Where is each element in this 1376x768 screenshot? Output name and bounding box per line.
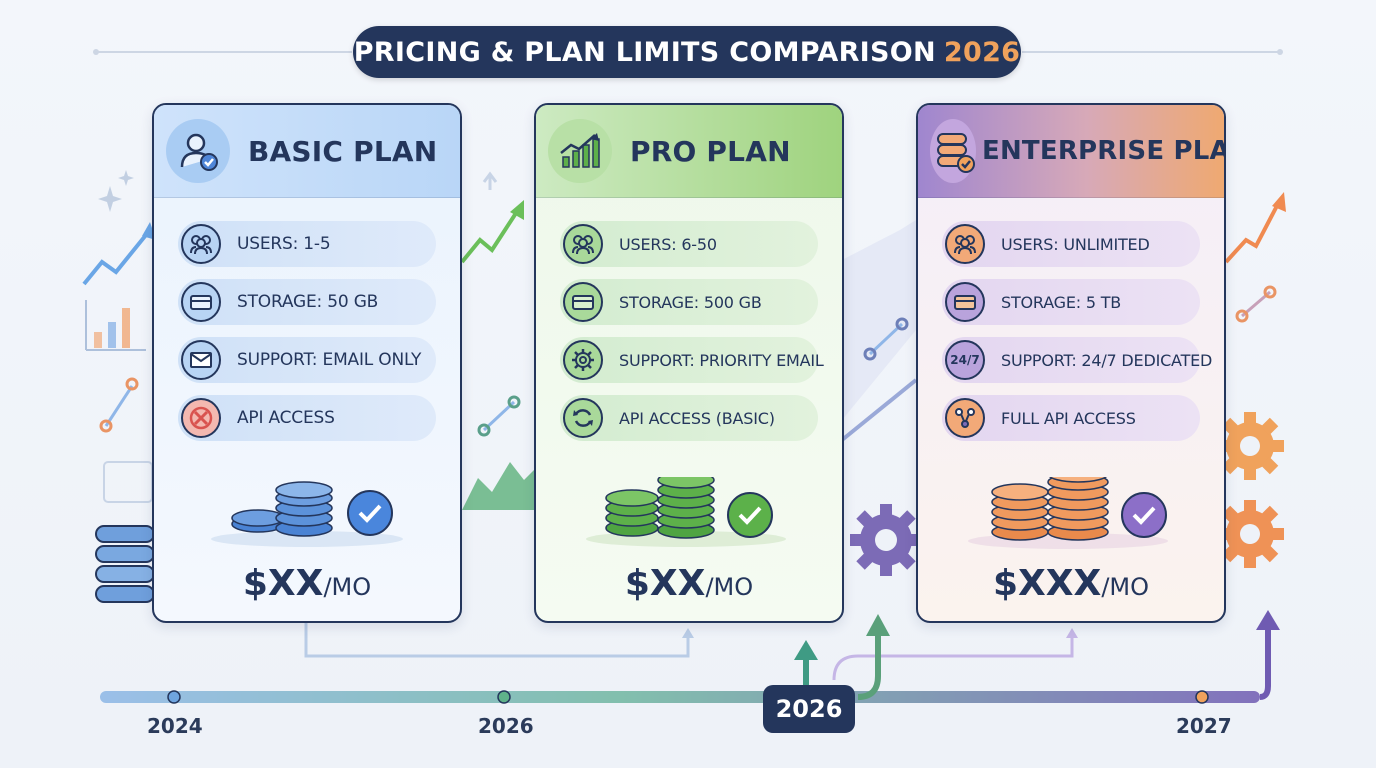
- right-node-line-icon-2: [1235, 285, 1277, 323]
- feature-list: USERS: UNLIMITED STORAGE: 5 TB 24/7 SUPP…: [942, 221, 1212, 453]
- feature-storage: STORAGE: 500 GB: [560, 279, 818, 325]
- right-node-line-icon: [863, 317, 909, 361]
- page-title: PRICING & PLAN LIMITS COMPARISON 2026: [353, 26, 1021, 78]
- left-bar-chart-icon: [85, 300, 146, 351]
- users-icon: [945, 224, 985, 264]
- price-period: /MO: [1101, 573, 1149, 601]
- plan-header: ENTERPRISE PLAN: [918, 105, 1224, 198]
- price-period: /MO: [323, 573, 372, 601]
- plan-name: PRO PLAN: [630, 134, 791, 168]
- right-trend-arrow-icon: [1224, 192, 1286, 264]
- feature-users: USERS: 1-5: [178, 221, 436, 267]
- users-icon: [563, 224, 603, 264]
- feature-api: API ACCESS (BASIC): [560, 395, 818, 441]
- timeline-label-2024: 2024: [147, 714, 203, 738]
- feature-users: USERS: UNLIMITED: [942, 221, 1200, 267]
- x-circle-icon: [181, 398, 221, 438]
- timeline-label-2027: 2027: [1176, 714, 1232, 738]
- refresh-icon: [563, 398, 603, 438]
- database-check-icon: [930, 119, 976, 183]
- gear-icon: [563, 340, 603, 380]
- basic-plan-card[interactable]: BASIC PLAN USERS: 1-5 STORAGE: 50 GB SUP…: [152, 103, 462, 623]
- feature-text: FULL API ACCESS: [1001, 408, 1136, 428]
- feature-api: API ACCESS: [178, 395, 436, 441]
- price: $XX/MO: [536, 563, 842, 604]
- title-year: 2026: [943, 36, 1021, 68]
- feature-storage: STORAGE: 50 GB: [178, 279, 436, 325]
- storage-icon: [563, 282, 603, 322]
- plan-header: PRO PLAN: [536, 105, 842, 198]
- timeline-label-2026: 2026: [478, 714, 534, 738]
- timeline-highlight-badge: 2026: [763, 685, 855, 733]
- growth-chart-icon: [548, 119, 612, 183]
- user-check-icon: [166, 119, 230, 183]
- title-text: PRICING & PLAN LIMITS COMPARISON: [353, 36, 936, 68]
- price-amount: $XX: [624, 563, 706, 604]
- clock-24-7-icon: 24/7: [945, 340, 985, 380]
- mail-icon: [181, 340, 221, 380]
- gear-purple-icon: [850, 504, 922, 576]
- feature-list: USERS: 6-50 STORAGE: 500 GB SUPPORT: PRI…: [560, 221, 824, 453]
- feature-text: SUPPORT: PRIORITY EMAIL: [619, 350, 824, 370]
- price: $XX/MO: [154, 563, 460, 604]
- users-icon: [181, 224, 221, 264]
- feature-text: USERS: 1-5: [237, 234, 331, 254]
- feature-text: STORAGE: 5 TB: [1001, 292, 1122, 312]
- price-amount: $XX: [242, 563, 324, 604]
- growth-arrow-icon: [460, 200, 524, 264]
- enterprise-plan-card[interactable]: ENTERPRISE PLAN USERS: UNLIMITED STORAGE…: [916, 103, 1226, 623]
- gear-orange-icon: [1216, 412, 1284, 480]
- price-period: /MO: [705, 573, 754, 601]
- network-icon: [945, 398, 985, 438]
- price-amount: $XXX: [992, 563, 1102, 604]
- icon-label-24-7: 24/7: [950, 353, 980, 367]
- feature-text: STORAGE: 500 GB: [619, 292, 762, 312]
- coin-stack-icon: [586, 477, 786, 547]
- price: $XXX/MO: [918, 563, 1224, 604]
- feature-list: USERS: 1-5 STORAGE: 50 GB SUPPORT: EMAIL…: [178, 221, 436, 453]
- feature-text: USERS: UNLIMITED: [1001, 234, 1150, 254]
- plan-name: ENTERPRISE PLAN: [982, 136, 1226, 166]
- feature-text: API ACCESS (BASIC): [619, 408, 775, 428]
- left-sparkle-icon: [98, 170, 134, 212]
- feature-text: API ACCESS: [237, 408, 335, 428]
- feature-support: SUPPORT: PRIORITY EMAIL: [560, 337, 824, 383]
- left-trend-arrow-icon: [82, 222, 156, 286]
- feature-text: SUPPORT: 24/7 DEDICATED: [1001, 350, 1213, 370]
- coin-stack-icon: [211, 481, 403, 547]
- gear-orange-icon-2: [1216, 500, 1284, 568]
- left-node-line-icon: [99, 377, 139, 433]
- feature-storage: STORAGE: 5 TB: [942, 279, 1200, 325]
- feature-text: SUPPORT: EMAIL ONLY: [237, 350, 422, 370]
- feature-users: USERS: 6-50: [560, 221, 818, 267]
- feature-support: 24/7 SUPPORT: 24/7 DEDICATED: [942, 337, 1212, 383]
- storage-icon: [945, 282, 985, 322]
- feature-api: FULL API ACCESS: [942, 395, 1200, 441]
- pro-plan-card[interactable]: PRO PLAN USERS: 6-50 STORAGE: 500 GB SUP…: [534, 103, 844, 623]
- feature-text: USERS: 6-50: [619, 234, 717, 254]
- mid-node-line-icon: [477, 395, 521, 437]
- feature-text: STORAGE: 50 GB: [237, 292, 379, 312]
- storage-icon: [181, 282, 221, 322]
- plan-header: BASIC PLAN: [154, 105, 460, 198]
- coin-stack-icon: [968, 477, 1168, 549]
- plan-name: BASIC PLAN: [248, 134, 438, 168]
- feature-support: SUPPORT: EMAIL ONLY: [178, 337, 436, 383]
- left-database-icon: [95, 525, 155, 603]
